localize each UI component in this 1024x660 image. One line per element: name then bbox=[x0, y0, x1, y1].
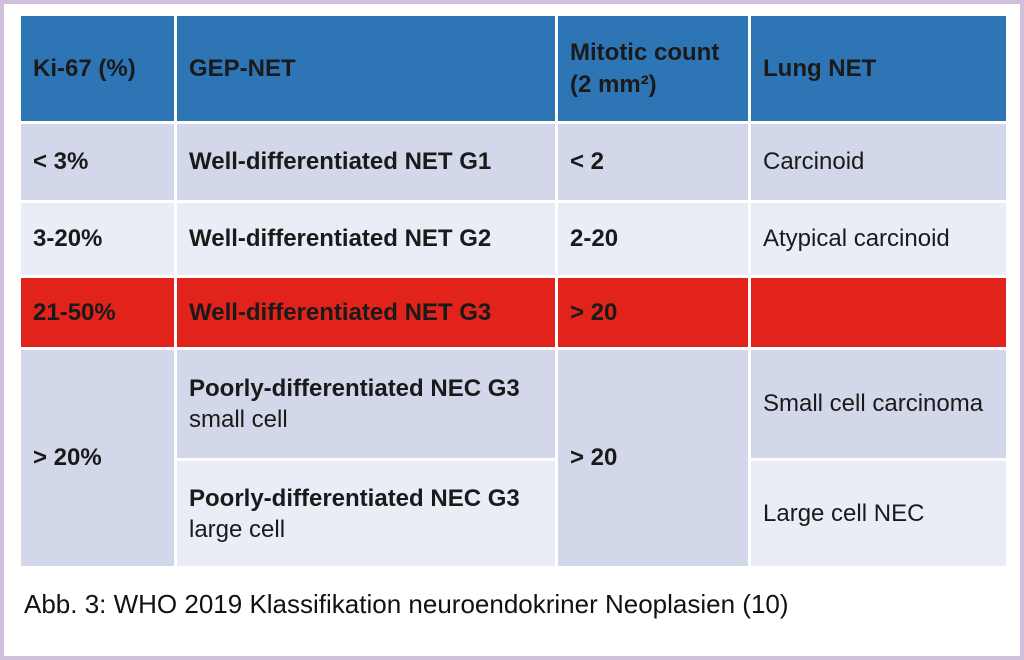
cell-g2-mitotic: 2-20 bbox=[558, 203, 748, 275]
table-row-nec-small-cell: > 20% Poorly-differentiated NEC G3 small… bbox=[21, 350, 1006, 566]
cell-g1-gep: Well-differentiated NET G1 bbox=[177, 124, 555, 200]
figure-caption: Abb. 3: WHO 2019 Klassifikation neuroend… bbox=[24, 589, 789, 619]
header-cell-ki67: Ki-67 (%) bbox=[21, 16, 174, 121]
nec-small-gep-title: Poorly-differentiated NEC G3 bbox=[189, 375, 520, 402]
table-row-g1: < 3% Well-differentiated NET G1 < 2 Carc… bbox=[21, 124, 1006, 200]
cell-nec-ki67-merged: > 20% bbox=[21, 350, 174, 566]
table-row-nec-large-cell: Poorly-differentiated NEC G3 large cell … bbox=[21, 461, 1006, 566]
cell-g2-lung: Atypical carcinoid bbox=[751, 203, 1006, 275]
cell-g1-ki67: < 3% bbox=[21, 124, 174, 200]
cell-g2-gep: Well-differentiated NET G2 bbox=[177, 203, 555, 275]
cell-g3-gep: Well-differentiated NET G3 bbox=[177, 278, 555, 347]
table-row-g3-highlighted: 21-50% Well-differentiated NET G3 > 20 bbox=[21, 278, 1006, 347]
cell-g2-ki67: 3-20% bbox=[21, 203, 174, 275]
cell-nec-large-lung: Large cell NEC bbox=[751, 461, 1006, 566]
nec-large-gep-subtitle: large cell bbox=[189, 515, 286, 543]
header-cell-lung-net: Lung NET bbox=[751, 16, 1006, 121]
cell-nec-small-gep: Poorly-differentiated NEC G3 small cell bbox=[177, 350, 555, 458]
header-cell-gep-net: GEP-NET bbox=[177, 16, 555, 121]
cell-g1-mitotic: < 2 bbox=[558, 124, 748, 200]
nec-small-gep-subtitle: small cell bbox=[189, 406, 288, 433]
nec-large-gep-title: Poorly-differentiated NEC G3 bbox=[189, 484, 520, 512]
classification-table: Ki-67 (%) GEP-NET Mitotic count (2 mm²) … bbox=[18, 13, 1009, 569]
header-cell-mitotic: Mitotic count (2 mm²) bbox=[558, 16, 748, 121]
cell-g3-lung-empty bbox=[751, 278, 1006, 347]
cell-nec-small-lung: Small cell carcinoma bbox=[751, 350, 1006, 458]
cell-nec-mitotic-merged: > 20 bbox=[558, 350, 748, 566]
cell-nec-large-gep: Poorly-differentiated NEC G3 large cell bbox=[177, 461, 555, 566]
header-row: Ki-67 (%) GEP-NET Mitotic count (2 mm²) … bbox=[21, 16, 1006, 121]
table-row-g2: 3-20% Well-differentiated NET G2 2-20 At… bbox=[21, 203, 1006, 275]
cell-g3-ki67: 21-50% bbox=[21, 278, 174, 347]
cell-g1-lung: Carcinoid bbox=[751, 124, 1006, 200]
cell-g3-mitotic: > 20 bbox=[558, 278, 748, 347]
